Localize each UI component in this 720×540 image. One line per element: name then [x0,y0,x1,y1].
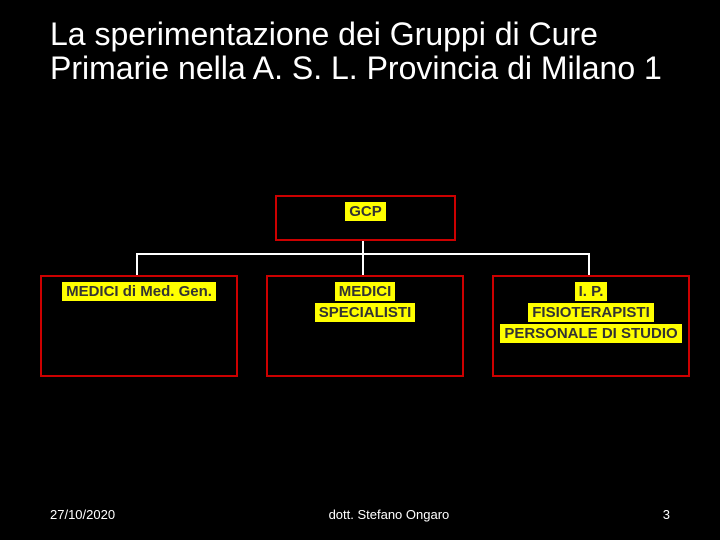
org-root-box: GCP [275,195,456,241]
slide-footer: 27/10/2020 dott. Stefano Ongaro 3 [0,507,720,522]
slide-title: La sperimentazione dei Gruppi di Cure Pr… [50,18,690,85]
footer-page: 3 [663,507,670,522]
org-child-box-2: I. P. FISIOTERAPISTI PERSONALE DI STUDIO [492,275,690,377]
org-root-label: GCP [345,202,386,221]
org-child-box-1: MEDICI SPECIALISTI [266,275,464,377]
org-child-label: SPECIALISTI [315,303,416,322]
org-child-label: PERSONALE DI STUDIO [500,324,681,343]
connector-right [588,253,590,275]
connector-mid [362,253,364,275]
footer-author: dott. Stefano Ongaro [329,507,450,522]
footer-date: 27/10/2020 [50,507,115,522]
org-child-box-0: MEDICI di Med. Gen. [40,275,238,377]
org-child-label: MEDICI di Med. Gen. [62,282,216,301]
connector-left [136,253,138,275]
org-child-label: MEDICI [335,282,396,301]
org-child-label: I. P. [575,282,608,301]
org-child-label: FISIOTERAPISTI [528,303,654,322]
